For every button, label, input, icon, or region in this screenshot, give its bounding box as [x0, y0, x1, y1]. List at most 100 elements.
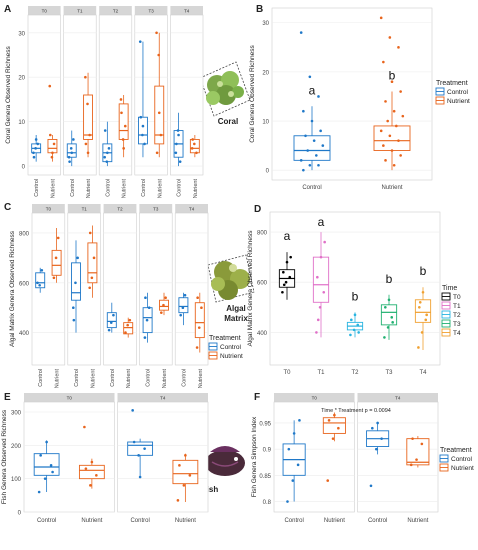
x-tick-label: Nutrient	[55, 369, 61, 389]
facet-t3: T3 Control Nutrient	[139, 204, 173, 389]
significance-letter: a	[309, 83, 316, 97]
box-nutrient	[189, 135, 200, 158]
data-point	[141, 133, 144, 137]
data-point	[126, 323, 129, 327]
facet-strip	[175, 204, 208, 213]
x-tick-label: Nutrient	[122, 179, 128, 199]
box-control	[282, 419, 306, 503]
data-point	[390, 316, 394, 319]
data-point	[386, 119, 389, 123]
data-point	[356, 323, 360, 327]
x-tick-label: Nutrient	[162, 369, 168, 389]
facet-t0: T0 Control Nutrient	[27, 6, 61, 198]
box-nutrient	[322, 412, 346, 482]
data-point	[312, 139, 316, 142]
data-point	[315, 154, 318, 157]
data-point	[390, 80, 394, 84]
box-t4	[414, 287, 432, 350]
facet-t4: T4 Control Nutrient	[174, 204, 209, 389]
data-point	[34, 147, 37, 150]
data-point	[333, 413, 336, 417]
data-point	[420, 331, 424, 334]
facet-t4: T4 Control Nutrient	[170, 6, 204, 199]
data-point	[141, 124, 145, 128]
significance-letter: a	[318, 215, 325, 229]
y-tick-label: 200	[11, 444, 22, 450]
x-tick-label: T2	[351, 370, 359, 376]
box-iqr	[106, 312, 117, 329]
data-point	[120, 111, 123, 115]
data-point	[299, 31, 303, 34]
facet-strip-label: T4	[184, 9, 190, 14]
facet-strip-label: T3	[148, 9, 154, 14]
x-tick-label: Control	[37, 518, 56, 524]
data-point	[382, 60, 385, 64]
data-point	[88, 231, 92, 235]
significance-letter: b	[352, 289, 359, 303]
box-iqr	[123, 322, 134, 335]
facet-strip	[63, 6, 97, 15]
data-point	[308, 163, 312, 167]
box-iqr	[87, 242, 98, 284]
box-nutrient	[83, 72, 93, 158]
data-point	[132, 440, 136, 444]
y-tick-label: 0.9	[263, 448, 272, 454]
data-point	[195, 346, 199, 349]
data-point	[84, 75, 87, 79]
x-tick-label: Control	[130, 518, 149, 524]
facet-strip-label: T0	[67, 396, 73, 401]
significance-letter: b	[386, 272, 393, 286]
x-tick-label: Control	[34, 179, 40, 197]
box-control	[173, 112, 184, 167]
data-point	[302, 109, 305, 113]
data-point	[89, 484, 92, 487]
x-tick-label: Nutrient	[193, 179, 199, 199]
facet-strip-label: T4	[189, 207, 195, 212]
y-axis-label: Coral Genera Observed Richness	[249, 44, 256, 142]
data-point	[112, 313, 115, 317]
x-tick-label: Nutrient	[198, 369, 204, 389]
data-point	[352, 328, 356, 332]
x-tick-label: Control	[146, 369, 152, 387]
facet-strip	[357, 393, 438, 402]
facet-strip-label: T0	[42, 9, 48, 14]
data-point	[50, 155, 54, 159]
data-point	[121, 138, 125, 141]
x-tick-label: Control	[105, 179, 111, 197]
data-point	[183, 293, 187, 297]
data-point	[415, 458, 418, 461]
data-point	[109, 321, 113, 324]
facet-t0: T0 Control Nutrient	[23, 393, 115, 524]
facet-strip-label: T0	[312, 396, 318, 401]
panel-label-d: D	[254, 204, 261, 215]
box-nutrient	[373, 16, 411, 171]
y-tick-label: 20	[262, 70, 269, 76]
data-point	[374, 447, 378, 451]
x-tick-label: Nutrient	[81, 518, 102, 524]
x-tick-label: Control	[70, 179, 76, 197]
box-nutrient	[47, 84, 58, 162]
data-point	[322, 290, 326, 294]
data-point	[384, 100, 387, 103]
facet-t4: T4 Control Nutrient	[357, 393, 439, 524]
facet-t1: T1 Control Nutrient	[67, 204, 101, 389]
data-point	[138, 475, 142, 479]
data-point	[43, 477, 47, 480]
data-point	[124, 331, 127, 334]
box-nutrient	[78, 425, 105, 489]
data-point	[147, 306, 151, 309]
x-tick-label: T1	[317, 370, 325, 376]
data-point	[103, 129, 107, 132]
facet-panel	[174, 212, 209, 366]
data-point	[145, 318, 149, 322]
data-point	[38, 283, 41, 287]
data-point	[155, 151, 159, 155]
panel-label-f: F	[254, 392, 260, 403]
data-point	[52, 276, 56, 280]
x-tick-label: Nutrient	[407, 518, 428, 524]
data-point	[319, 255, 323, 259]
data-point	[70, 151, 74, 155]
x-tick-label: Nutrient	[90, 369, 96, 389]
